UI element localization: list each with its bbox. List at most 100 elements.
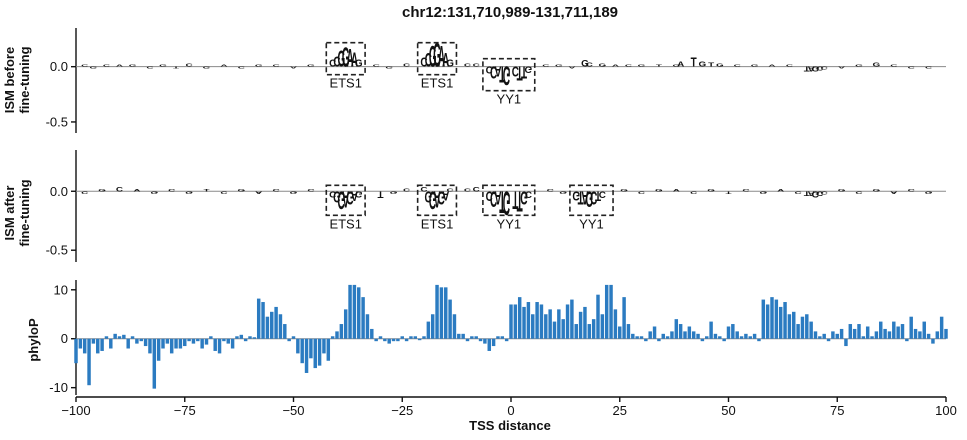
logo-letter-C: C (486, 188, 493, 204)
phylop-bar (435, 284, 439, 339)
phylop-bar (317, 338, 322, 366)
logo-letter-C: C (486, 64, 494, 75)
phylop-bar (731, 324, 735, 339)
motif-box-yy1 (482, 184, 536, 217)
phylop-bar (765, 304, 770, 339)
phylop-bar (670, 331, 674, 339)
logo-letter-T: T (804, 190, 810, 198)
phylop-bar (87, 338, 91, 386)
motif-box-yy1 (482, 57, 536, 92)
phylop-bar (526, 302, 531, 339)
phylop-bar (726, 326, 731, 339)
phylop-bar (639, 336, 644, 339)
logo-letter-G: G (333, 188, 341, 206)
phylop-bar (256, 298, 261, 339)
phylop-bar (770, 297, 774, 339)
logo-letter-C: C (420, 55, 428, 70)
phylop-bar (287, 338, 291, 342)
logo-letter-C: C (638, 190, 646, 194)
phylop-bar (135, 338, 139, 344)
phylop-bar (213, 338, 217, 351)
phylop-bar (509, 304, 513, 339)
phylop-bar (478, 338, 483, 342)
phylop-bar (539, 304, 544, 339)
logo-letter-C: C (333, 54, 340, 70)
logo-letter-T: T (499, 61, 505, 87)
motif-label-ets1: ETS1 (421, 76, 454, 91)
phylop-bar (365, 314, 370, 339)
phylop-bar (183, 338, 187, 347)
phylop-bar (883, 328, 887, 339)
logo-letter-C: C (590, 186, 597, 207)
phylop-bar (822, 333, 826, 339)
phylop-bar (352, 284, 357, 339)
motif-label-ets1: ETS1 (421, 216, 454, 231)
phylop-bar (156, 338, 161, 361)
phylop-bar (291, 336, 296, 339)
logo-letter-C: C (599, 188, 606, 199)
logo-letter-C: C (81, 64, 89, 68)
logo-letter-A: A (220, 64, 228, 68)
logo-letter-A: A (612, 64, 620, 68)
logo-letter-T: T (499, 185, 505, 220)
logo-letter-G: G (559, 190, 567, 194)
logo-letter-C: C (116, 185, 123, 193)
logo-letter-A: A (442, 50, 449, 71)
logo-letter-C: C (525, 188, 532, 199)
phylop-bar (705, 336, 709, 339)
logo-letter-C: C (220, 190, 228, 194)
x-tick-label: −25 (391, 403, 413, 418)
phylop-bar (196, 338, 200, 342)
phylop-bar (748, 336, 752, 339)
phylop-bar (457, 333, 461, 339)
logo-letter-G: G (873, 62, 881, 69)
phylop-bar (548, 309, 552, 339)
logo-letter-A: A (890, 190, 898, 194)
phylop-bar (892, 321, 896, 339)
phylop-bar (496, 336, 500, 339)
phylop-ytick-label: 0 (61, 331, 68, 346)
logo-letter-C: C (742, 188, 750, 192)
phylop-bar (596, 294, 600, 339)
logo-letter-A: A (442, 188, 449, 201)
phylop-bar (330, 336, 335, 339)
logo-letter-A: A (677, 60, 685, 68)
phylop-bar (513, 304, 518, 339)
phylop-bar (78, 338, 83, 349)
logo-letter-T: T (708, 62, 714, 69)
phylop-bar (74, 338, 78, 364)
phylop-bar (678, 324, 683, 339)
logo-letter-C: C (490, 186, 497, 210)
phylop-bar (935, 331, 940, 339)
logo-letter-G: G (655, 188, 663, 192)
logo-letter-G: G (572, 188, 580, 201)
logo-letter-A: A (342, 186, 349, 212)
logo-letter-T: T (725, 190, 732, 194)
phylop-bar (465, 338, 470, 342)
logo-letter-G: G (855, 64, 863, 68)
phylop-bar (226, 338, 230, 344)
phylop-bar (552, 321, 557, 339)
phylop-bar (718, 336, 722, 339)
logo-letter-G: G (185, 190, 193, 194)
logo-letter-T: T (521, 62, 527, 82)
phylop-bar (813, 331, 818, 339)
logo-letter-G: G (433, 37, 441, 75)
phylop-bar (778, 306, 783, 339)
phylop-bar (265, 316, 270, 339)
phylop-bar (722, 338, 726, 342)
ism-after-ylabel-line2: fine-tuning (17, 179, 32, 246)
logo-letter-G: G (716, 63, 724, 68)
phylop-bar (391, 338, 396, 342)
phylop-bar (931, 338, 935, 344)
logo-letter-G: G (429, 185, 437, 213)
phylop-bar (283, 324, 287, 339)
phylop-bar (187, 338, 191, 342)
logo-letter-A: A (255, 190, 263, 194)
phylop-bar (879, 321, 883, 339)
phylop-bar (739, 336, 744, 339)
phylop-bar (535, 302, 539, 339)
logo-letter-C: C (925, 66, 933, 70)
